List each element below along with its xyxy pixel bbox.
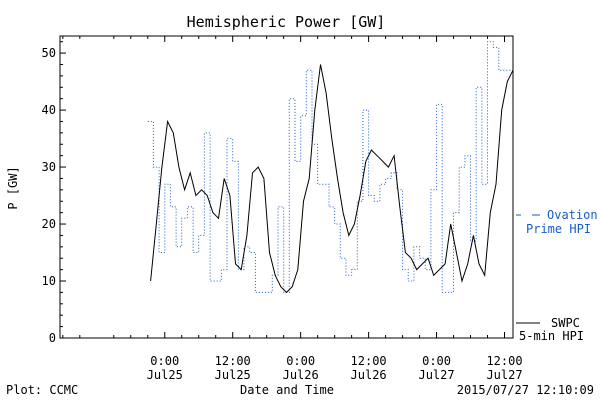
legend-swpc-label-line1: SWPC	[551, 316, 580, 330]
x-tick-label-date: Jul26	[351, 368, 387, 382]
legend-ovation: Ovation Prime HPI	[516, 208, 598, 236]
y-tick-label: 0	[49, 331, 56, 345]
footer-plot-credit: Plot: CCMC	[6, 383, 78, 397]
x-tick-label-time: 12:00	[351, 354, 387, 368]
y-axis: 0 10 20 30 40 50	[42, 41, 66, 345]
x-tick-label-date: Jul25	[147, 368, 183, 382]
y-tick-label: 40	[42, 103, 56, 117]
y-tick-label: 30	[42, 160, 56, 174]
legend-ovation-label-line2: Prime HPI	[526, 222, 591, 236]
x-axis: 0:00Jul2512:00Jul250:00Jul2612:00Jul260:…	[62, 36, 523, 382]
legend-swpc: SWPC 5-min HPI	[516, 316, 584, 343]
x-axis-label: Date and Time	[240, 383, 334, 397]
y-tick-label: 10	[42, 274, 56, 288]
x-tick-label-time: 0:00	[422, 354, 451, 368]
y-tick-label: 20	[42, 217, 56, 231]
swpc-series-line	[150, 64, 514, 294]
x-tick-label-date: Jul27	[486, 368, 522, 382]
x-tick-label-date: Jul26	[283, 368, 319, 382]
x-tick-label-date: Jul27	[418, 368, 454, 382]
x-tick-label-date: Jul25	[215, 368, 251, 382]
plot-frame	[59, 35, 514, 339]
x-tick-label-time: 0:00	[150, 354, 179, 368]
y-axis-label: P [GW]	[6, 166, 20, 209]
ovation-prime-series-line	[147, 41, 513, 293]
y-tick-label: 50	[42, 46, 56, 60]
x-tick-label-time: 12:00	[215, 354, 251, 368]
footer-timestamp: 2015/07/27 12:10:09	[457, 383, 594, 397]
legend-ovation-label-line1: Ovation	[547, 208, 598, 222]
chart-title: Hemispheric Power [GW]	[187, 13, 386, 31]
x-tick-label-time: 0:00	[286, 354, 315, 368]
x-tick-label-time: 12:00	[486, 354, 522, 368]
legend-swpc-label-line2: 5-min HPI	[519, 329, 584, 343]
